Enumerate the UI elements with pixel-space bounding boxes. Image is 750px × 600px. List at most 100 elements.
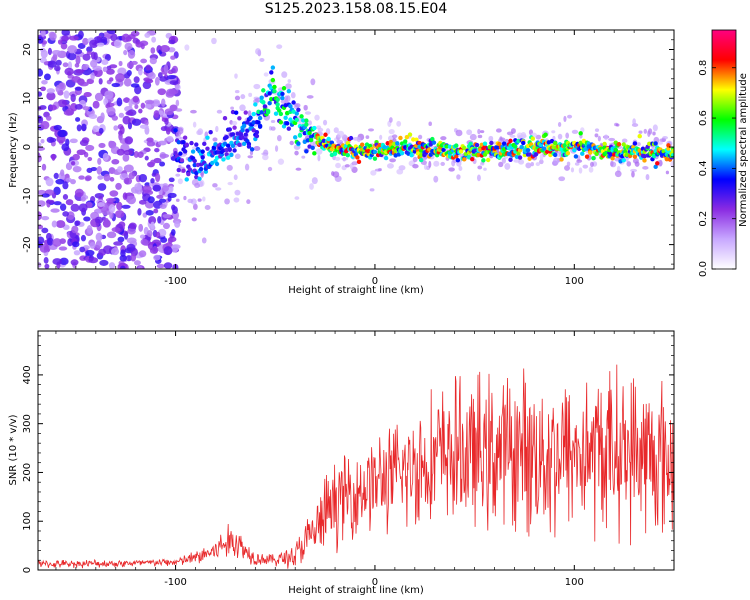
spectrogram-cell [71,241,80,248]
spectrogram-cell [249,147,255,152]
spectrogram-cell [333,127,339,134]
spectrogram-y-axis-title: Frequency (Hz) [8,112,19,188]
spectrogram-cell [583,146,588,152]
spectrogram-cell [168,177,175,183]
spectrogram-cell [125,111,134,116]
spectrogram-cell [259,110,264,115]
spectrogram-cell [190,149,196,154]
spectrogram-cell [189,140,194,146]
spectrogram-cell [187,167,193,172]
spectrogram-cell [541,146,547,151]
spectrogram-cell [517,155,523,160]
spectrogram-cell [202,196,206,202]
spectrogram-cell [48,104,57,111]
spectrogram-cell [317,127,324,132]
spectrogram-cell [262,104,268,109]
spectrogram-cell [653,141,658,146]
spectrogram-cell [43,61,49,66]
spectrogram-cell [86,225,93,234]
spectrogram-cell [632,118,636,126]
spectrogram-cell [167,192,177,199]
spectrogram-cell [38,236,45,245]
spectrogram-cell [332,151,338,157]
spectrogram-cell [72,153,80,161]
spectrogram-cell [68,35,79,41]
spectrogram-cell [610,160,614,167]
spectrogram-cell [671,148,674,153]
spectrogram-cell [181,139,186,145]
spectrogram-cell [117,166,123,173]
spectrogram-cell [631,171,635,178]
spectrogram-cell [230,106,234,110]
spectrogram-cell [261,88,266,93]
spectrogram-cell [45,177,54,187]
spectrogram-cell [584,154,590,159]
spectrogram-cell [306,95,314,99]
spectrogram-cell [535,162,541,167]
spectrogram-cell [621,138,628,143]
spectrogram-cell [174,84,181,91]
spectrogram-cell [233,110,239,115]
spectrogram-cell [256,120,261,125]
spectrogram-cell [348,135,354,141]
spectrogram-cell [296,141,301,146]
spectrogram-cell [153,254,161,261]
x-tick-label: 0 [372,577,378,588]
spectrogram-cell [89,241,96,249]
spectrogram-cell [481,158,486,163]
spectrogram-cell [134,260,141,266]
spectrogram-cell [122,153,130,162]
spectrogram-cell [132,95,140,103]
spectrogram-cell [131,118,142,126]
spectrogram-cell [134,104,139,110]
spectrogram-cell [574,162,580,166]
spectrogram-cell [272,84,277,90]
spectrogram-cell [383,155,389,161]
spectrogram-cell [247,110,252,117]
spectrogram-cell [49,137,57,143]
spectrogram-cell [626,161,632,167]
spectrogram-cell [138,173,148,183]
spectrogram-cell [403,139,408,144]
spectrogram-cell [280,91,285,97]
spectrogram-cell [431,140,437,145]
spectrogram-cell [86,167,93,173]
spectrogram-cell [118,60,123,67]
spectrogram-cell [106,68,115,75]
spectrogram-cell [177,178,183,185]
spectrogram-cell [267,101,272,106]
spectrogram-cell [285,121,290,126]
spectrogram-cell [148,72,156,80]
spectrogram-cell [176,167,181,173]
spectrogram-cell [110,247,120,256]
spectrogram-cell [45,115,52,121]
spectrogram-cell [485,157,491,163]
spectrogram-cell [124,136,134,145]
spectrogram-cell [120,265,126,269]
spectrogram-cell [106,30,117,35]
spectrogram-cell [100,112,105,121]
spectrogram-cell [57,129,67,138]
snr-series-line [38,364,674,569]
spectrogram-cell [292,135,298,140]
spectrogram-cell [61,30,71,36]
spectrogram-cell [565,132,570,139]
spectrogram-cell [208,130,213,135]
spectrogram-cell [269,70,274,75]
spectrogram-cell [312,151,317,156]
spectrogram-cell [145,79,154,84]
spectrogram-cell [304,149,309,154]
spectrogram-cell [40,30,46,37]
spectrogram-cell [63,110,74,116]
spectrogram-cell [181,168,186,173]
spectrogram-cell [156,263,165,269]
spectrogram-cell [89,59,98,68]
spectrogram-cell [412,164,419,169]
spectrogram-cell [160,237,168,243]
spectrogram-cell [142,185,152,194]
spectrogram-cell [40,120,50,130]
spectrogram-cell [440,136,447,141]
spectrogram-cell [498,161,504,168]
spectrogram-cell [121,204,131,209]
spectrogram-cell [194,170,199,176]
